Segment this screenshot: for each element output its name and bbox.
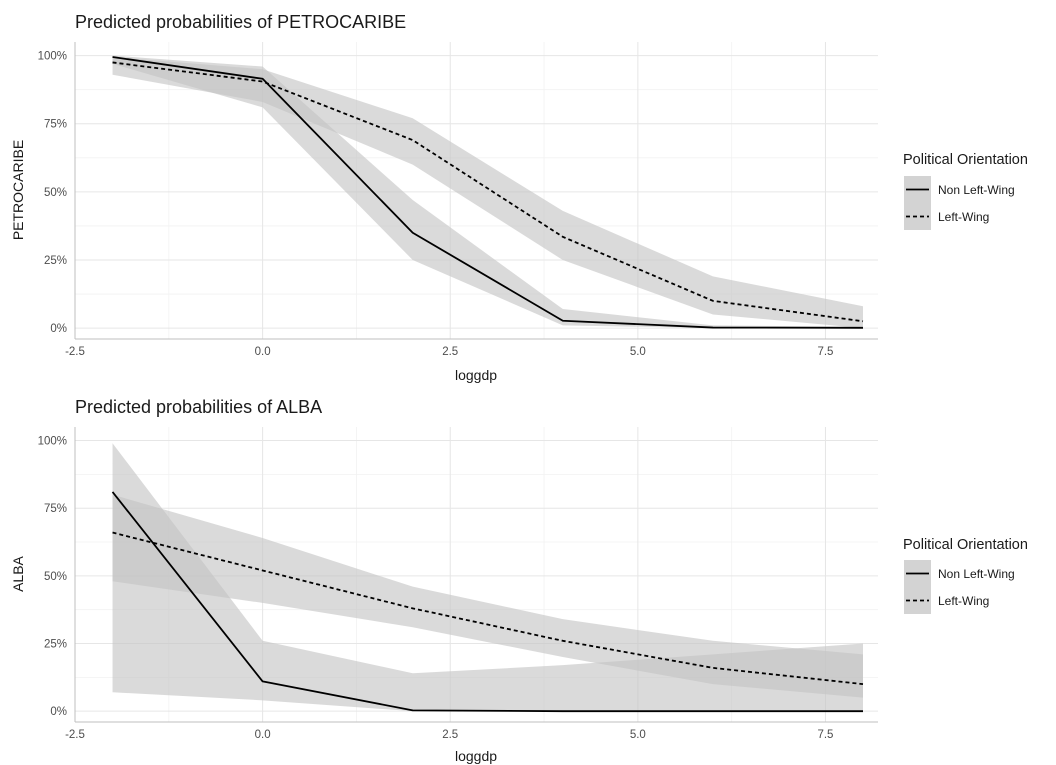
x-tick-label: 2.5	[442, 729, 458, 741]
x-tick-label: 7.5	[817, 729, 833, 741]
legend-title: Political Orientation	[903, 537, 1028, 553]
legend-label-left-wing: Left-Wing	[938, 594, 989, 608]
x-tick-label: 5.0	[630, 729, 646, 741]
plot-area: -2.5 0.0 2.5 5.0 7.5 0% 25% 50% 75% 100%	[38, 427, 878, 741]
legend-title: Political Orientation	[903, 152, 1028, 168]
x-tick-label: 5.0	[630, 346, 646, 358]
x-tick-label: -2.5	[65, 346, 85, 358]
ribbon-non-left-wing	[112, 55, 863, 329]
legend-label-non-left-wing: Non Left-Wing	[938, 183, 1015, 197]
legend-label-non-left-wing: Non Left-Wing	[938, 567, 1015, 581]
legend: Political Orientation Non Left-Wing Left…	[903, 152, 1028, 230]
ribbon-left-wing	[112, 494, 863, 698]
series-line-non-left-wing	[112, 56, 863, 329]
x-axis-label: loggdp	[455, 367, 497, 383]
panel-petrocaribe: Predicted probabilities of PETROCARIBE -…	[10, 12, 1028, 383]
ribbon-left-wing	[112, 56, 863, 329]
chart-title: Predicted probabilities of PETROCARIBE	[75, 12, 406, 32]
legend-item-left-wing: Left-Wing	[904, 203, 989, 230]
y-tick-label: 50%	[44, 571, 67, 583]
y-axis-label: ALBA	[10, 555, 26, 591]
legend-item-non-left-wing: Non Left-Wing	[904, 560, 1015, 587]
legend-label-left-wing: Left-Wing	[938, 210, 989, 224]
plot-area: -2.5 0.0 2.5 5.0 7.5 0% 25% 50% 75% 100%	[38, 42, 878, 358]
y-tick-label: 100%	[38, 51, 67, 63]
series-line-non-left-wing	[111, 491, 863, 713]
panel-alba: Predicted probabilities of ALBA -2.5 0.0 2…	[10, 397, 1028, 764]
x-axis-label: loggdp	[455, 748, 497, 764]
series-line-left-wing	[112, 531, 864, 686]
x-tick-label: 0.0	[255, 729, 271, 741]
y-tick-label: 75%	[44, 119, 67, 131]
series-line-left-wing	[112, 61, 864, 323]
legend-item-non-left-wing: Non Left-Wing	[904, 176, 1015, 203]
y-tick-label: 0%	[50, 706, 67, 718]
y-tick-label: 100%	[38, 436, 67, 448]
y-tick-label: 25%	[44, 639, 67, 651]
x-tick-label: 0.0	[255, 346, 271, 358]
legend-item-left-wing: Left-Wing	[904, 587, 989, 614]
chart-title: Predicted probabilities of ALBA	[75, 397, 322, 417]
y-tick-label: 75%	[44, 503, 67, 515]
y-tick-label: 0%	[50, 323, 67, 335]
x-tick-label: -2.5	[65, 729, 85, 741]
legend: Political Orientation Non Left-Wing Left…	[903, 537, 1028, 614]
y-tick-label: 25%	[44, 255, 67, 267]
x-tick-label: 7.5	[817, 346, 833, 358]
y-axis-label: PETROCARIBE	[10, 140, 26, 240]
x-tick-label: 2.5	[442, 346, 458, 358]
y-tick-label: 50%	[44, 187, 67, 199]
